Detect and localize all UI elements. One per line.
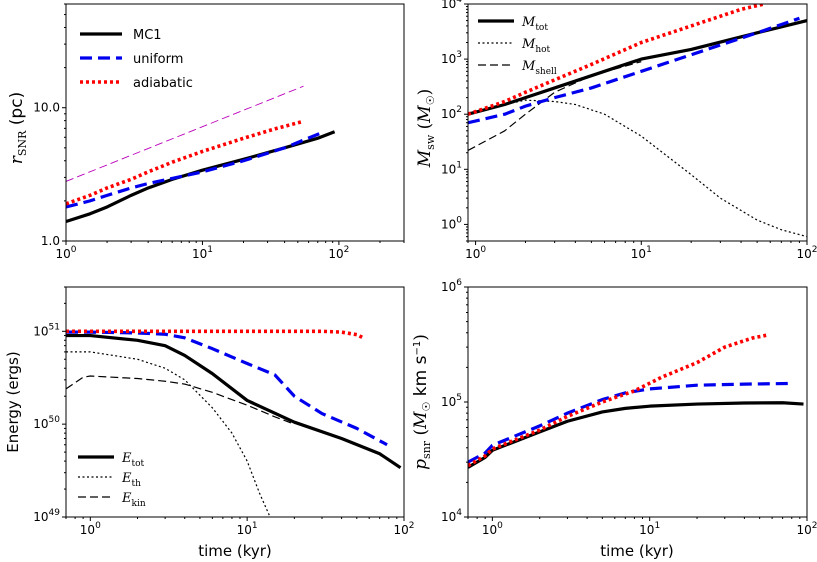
momentum-ylabel: psnr (M☉ km s−1) [411,334,433,470]
p4-series-mc1-line [468,401,804,469]
radius-plot-area [66,85,336,224]
mass-legend-label-shell: Mshell [521,59,557,77]
mass-legend-label-tot: Mtot [521,15,548,33]
p3-ytick-label: 1049 [33,508,60,524]
panel-mass: 100 101 102 100 101 102 103 104 Msw (M☉) Mtot Mh… [415,0,817,261]
p4-ytick-label: 104 [441,508,462,524]
p2-series-mc1-hot-line [468,99,807,238]
p3-series-uniform-line [66,330,388,447]
p3-xtick-label: 100 [80,521,101,537]
mass-plot-area [468,4,807,238]
p1-ytick-label: 10.0 [33,101,60,115]
p4-xtick-label: 102 [796,521,817,537]
p1-series-uniform-line [66,131,323,209]
p1-series-adiabatic-line [66,119,304,206]
p2-series-adiabatic-line [468,4,765,116]
p1-xtick-label: 100 [55,245,76,261]
p4-xtick-label: 101 [639,521,660,537]
p3-ytick-label: 1051 [33,322,60,338]
p2-ytick-label: 102 [441,105,462,121]
p4-ytick-label: 106 [441,278,462,294]
energy-ticks: 100 101 102 1049 1050 1051 [33,286,415,537]
legend-main-label-uniform: uniform [133,52,183,67]
p3-series-mc1-kin-line [66,375,295,425]
p4-ytick-label: 105 [441,393,462,409]
panel-momentum: 100 101 102 104 105 106 psnr (M☉ km s−1) time… [411,278,817,560]
mass-legend: Mtot Mhot Mshell [478,15,557,77]
p3-series-mc1-th-line [66,351,271,517]
p3-xtick-label: 102 [393,521,414,537]
p3-series-adiabatic-line [66,329,365,340]
p4-series-adiabatic-line [468,333,767,468]
p3-series-mc1-tot-line [66,333,402,469]
p1-xtick-label: 101 [192,245,213,261]
p2-xtick-label: 102 [796,245,817,261]
mass-axes-frame [467,3,808,242]
radius-ticks: 100 101 102 1.0 10.0 [33,3,405,261]
p2-series-mc1-tot-line [468,19,807,116]
energy-axes-frame [65,286,405,518]
p1-xtick-label: 102 [328,245,349,261]
legend-main-label-adiabatic: adiabatic [133,76,193,91]
energy-legend-label-tot: Etot [121,451,145,469]
panel-energy: 100 101 102 1049 1050 1051 Energy (ergs) time… [4,286,415,560]
p3-ytick-label: 1050 [33,415,60,431]
p2-series-uniform-line [468,16,800,125]
momentum-plot-area [468,333,804,469]
energy-ylabel: Energy (ergs) [4,351,22,452]
legend-main-label-MC1: MC1 [133,28,162,43]
p2-xtick-label: 101 [631,245,652,261]
radius-ylabel: rSNR (pc) [7,92,29,164]
momentum-ticks: 100 101 102 104 105 106 [441,278,817,537]
momentum-xlabel: time (kyr) [600,542,674,560]
p2-xtick-label: 100 [465,245,486,261]
mass-ticks: 100 101 102 100 101 102 103 104 [441,0,817,261]
energy-legend-label-th: Eth [121,471,141,489]
panel-radius: 100 101 102 1.0 10.0 rSNR (pc) MC1 uniform adi… [7,3,405,261]
p4-xtick-label: 100 [482,521,503,537]
radius-axes-frame [65,3,405,242]
mass-legend-label-hot: Mhot [521,37,551,55]
p2-ytick-label: 104 [441,0,462,11]
p1-ytick-label: 1.0 [41,234,60,248]
energy-xlabel: time (kyr) [198,542,272,560]
p2-ytick-label: 103 [441,50,462,66]
energy-legend: Etot Eth Ekin [78,451,146,509]
p1-series-reference-line [66,85,304,182]
p4-series-uniform-line [468,381,792,464]
legend-main: MC1 uniform adiabatic [80,28,193,91]
p2-ytick-label: 100 [441,215,462,231]
p2-ytick-label: 101 [441,160,462,176]
p3-xtick-label: 101 [237,521,258,537]
mass-ylabel: Msw (M☉) [415,89,437,168]
energy-plot-area [66,329,402,517]
energy-legend-label-kin: Ekin [121,491,146,509]
